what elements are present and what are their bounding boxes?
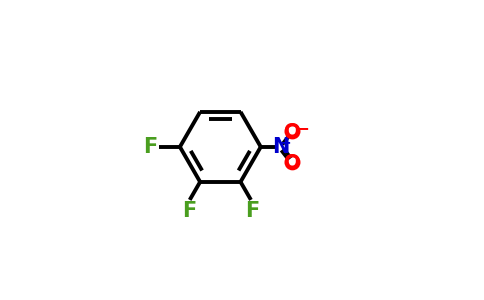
Text: F: F <box>245 202 259 221</box>
Text: F: F <box>182 202 196 221</box>
Text: N: N <box>272 137 289 157</box>
Text: O: O <box>284 122 301 141</box>
Text: −: − <box>295 119 309 137</box>
Text: F: F <box>143 137 158 157</box>
Text: +: + <box>280 136 291 150</box>
Text: O: O <box>284 153 301 172</box>
